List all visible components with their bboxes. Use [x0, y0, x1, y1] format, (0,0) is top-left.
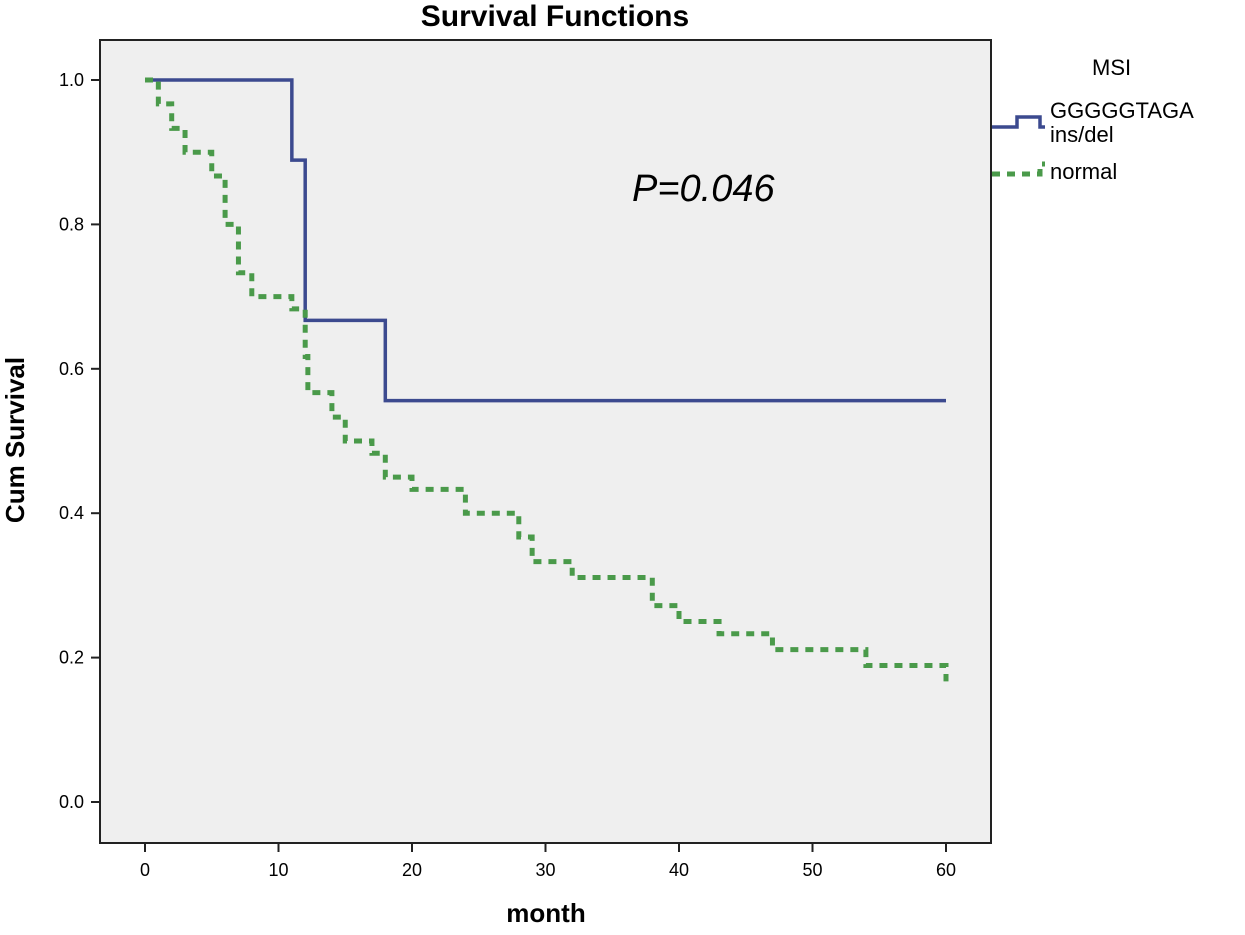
- x-axis-title: month: [506, 898, 585, 928]
- legend-swatch-normal: [992, 161, 1045, 177]
- x-tick-label: 30: [535, 860, 555, 880]
- y-tick-label: 0.2: [59, 648, 84, 668]
- p-value-annotation: P=0.046: [632, 168, 775, 210]
- y-tick-label: 0.6: [59, 359, 84, 379]
- x-tick-label: 50: [802, 860, 822, 880]
- legend-title: MSI: [1092, 55, 1131, 80]
- x-tick-label: 60: [936, 860, 956, 880]
- plot-area: [99, 39, 992, 844]
- legend-label-normal: normal: [1050, 159, 1117, 184]
- legend: MSI GGGGGTAGA ins/del normal: [992, 55, 1199, 184]
- series-line-msi: [145, 78, 946, 403]
- y-axis-title: Cum Survival: [0, 357, 30, 523]
- legend-label-msi: GGGGGTAGA ins/del: [1050, 98, 1199, 147]
- x-tick-label: 10: [268, 860, 288, 880]
- series-layer: [145, 77, 949, 682]
- y-tick-label: 0.0: [59, 792, 84, 812]
- series-line-normal: [145, 77, 949, 682]
- y-tick-label: 0.4: [59, 503, 84, 523]
- y-tick-label: 1.0: [59, 70, 84, 90]
- y-tick-label: 0.8: [59, 214, 84, 234]
- y-axis: 0.0 0.2 0.4 0.6 0.8 1.0: [59, 70, 100, 812]
- x-tick-label: 0: [140, 860, 150, 880]
- x-tick-label: 40: [669, 860, 689, 880]
- chart-title: Survival Functions: [421, 0, 689, 33]
- x-tick-label: 20: [402, 860, 422, 880]
- x-axis: 0 10 20 30 40 50 60: [140, 843, 956, 880]
- legend-swatch-msi: [992, 115, 1045, 129]
